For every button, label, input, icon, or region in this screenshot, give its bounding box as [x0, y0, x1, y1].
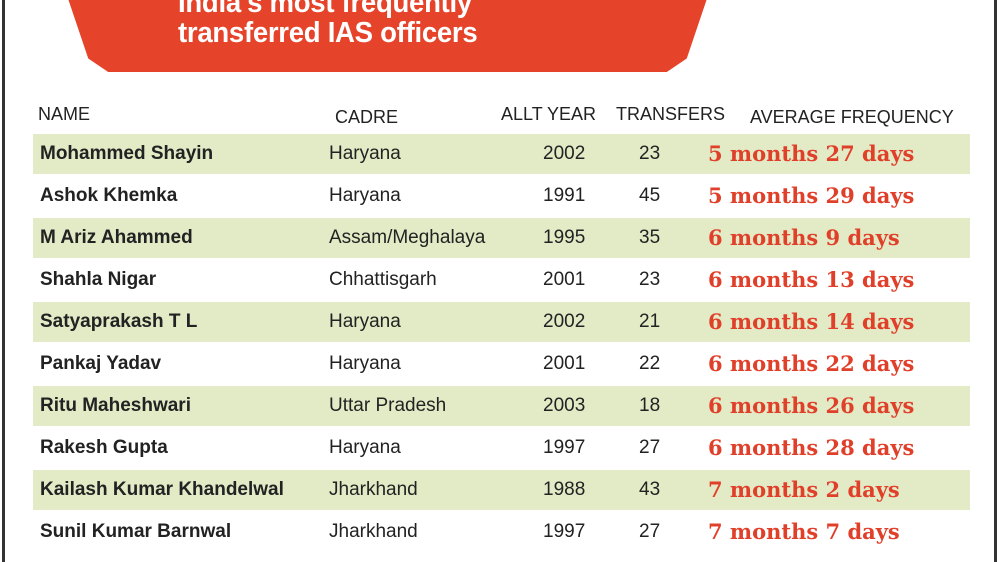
- table-row: Shahla Nigar Chhattisgarh 2001 23 6 months 1…: [33, 260, 970, 300]
- title-line: India's most frequently: [178, 0, 472, 19]
- table-row: Kailash Kumar Khandelwal Jharkhand 1988 43 7…: [33, 470, 970, 510]
- table-row: Ashok Khemka Haryana 1991 45 5 months 29 day…: [33, 176, 970, 216]
- table-row: M Ariz Ahammed Assam/Meghalaya 1995 35 6 mon…: [33, 218, 970, 258]
- cell-name: Sunil Kumar Barnwal: [40, 521, 232, 542]
- cell-year: 1988: [543, 479, 586, 500]
- cell-year: 2002: [543, 311, 586, 332]
- cell-cadre: Haryana: [329, 185, 401, 206]
- cell-frequency: 5 months 29 days: [708, 183, 915, 208]
- cell-transfers: 45: [639, 185, 661, 206]
- cell-name: M Ariz Ahammed: [40, 227, 193, 248]
- cell-name: Satyaprakash T L: [40, 311, 198, 332]
- cell-cadre: Jharkhand: [329, 479, 418, 500]
- header-allt-year: ALLT YEAR: [501, 104, 597, 124]
- cell-name: Mohammed Shayin: [40, 143, 214, 164]
- cell-frequency: 6 months 26 days: [708, 393, 915, 418]
- cell-year: 2002: [543, 143, 586, 164]
- cell-cadre: Haryana: [329, 311, 401, 332]
- cell-name: Ritu Maheshwari: [40, 395, 191, 416]
- cell-transfers: 43: [639, 479, 661, 500]
- cell-frequency: 6 months 28 days: [708, 435, 915, 460]
- cell-transfers: 27: [639, 437, 661, 458]
- table-row: Ritu Maheshwari Uttar Pradesh 2003 18 6 mont…: [33, 386, 970, 426]
- cell-cadre: Assam/Meghalaya: [329, 227, 486, 248]
- cell-name: Pankaj Yadav: [40, 353, 162, 374]
- table-row: Mohammed Shayin Haryana 2002 23 5 months 27 …: [33, 134, 970, 174]
- cell-year: 1995: [543, 227, 586, 248]
- cell-year: 1997: [543, 437, 586, 458]
- title-banner: [55, 0, 720, 72]
- header-cadre: CADRE: [335, 107, 399, 127]
- cell-cadre: Haryana: [329, 437, 401, 458]
- cell-transfers: 35: [639, 227, 661, 248]
- title-line: transferred IAS officers: [178, 17, 478, 49]
- cell-cadre: Uttar Pradesh: [329, 395, 447, 416]
- cell-year: 2003: [543, 395, 586, 416]
- table-row: Pankaj Yadav Haryana 2001 22 6 months 22 day…: [33, 344, 970, 384]
- cell-frequency: 7 months 2 days: [708, 477, 900, 502]
- cell-frequency: 6 months 9 days: [708, 225, 900, 250]
- cell-cadre: Haryana: [329, 353, 401, 374]
- right-border: [994, 0, 997, 562]
- cell-year: 1997: [543, 521, 586, 542]
- cell-frequency: 5 months 27 days: [708, 141, 915, 166]
- cell-frequency: 6 months 14 days: [708, 309, 915, 334]
- cell-frequency: 7 months 7 days: [708, 519, 900, 544]
- cell-transfers: 22: [639, 353, 661, 374]
- cell-cadre: Chhattisgarh: [329, 269, 437, 290]
- header-transfers: TRANSFERS: [616, 104, 726, 124]
- cell-year: 2001: [543, 353, 586, 374]
- cell-transfers: 23: [639, 269, 661, 290]
- cell-name: Rakesh Gupta: [40, 437, 168, 458]
- cell-cadre: Jharkhand: [329, 521, 418, 542]
- cell-name: Ashok Khemka: [40, 185, 178, 206]
- title: India's most frequently transferred IAS …: [178, 0, 478, 49]
- cell-transfers: 18: [639, 395, 661, 416]
- cell-cadre: Haryana: [329, 143, 401, 164]
- cell-name: Kailash Kumar Khandelwal: [40, 479, 284, 500]
- cell-frequency: 6 months 22 days: [708, 351, 915, 376]
- header-average-frequency: AVERAGE FREQUENCY: [750, 107, 954, 127]
- cell-year: 1991: [543, 185, 586, 206]
- cell-frequency: 6 months 13 days: [708, 267, 915, 292]
- table-row: Sunil Kumar Barnwal Jharkhand 1997 27 7 mont…: [33, 512, 970, 552]
- cell-year: 2001: [543, 269, 586, 290]
- table-row: Rakesh Gupta Haryana 1997 27 6 months 28 day…: [33, 428, 970, 468]
- cell-transfers: 27: [639, 521, 661, 542]
- cell-transfers: 23: [639, 143, 661, 164]
- cell-transfers: 21: [639, 311, 661, 332]
- header-name: NAME: [38, 104, 91, 124]
- table-row: Satyaprakash T L Haryana 2002 21 6 months 14…: [33, 302, 970, 342]
- cell-name: Shahla Nigar: [40, 269, 157, 290]
- left-border: [2, 0, 5, 562]
